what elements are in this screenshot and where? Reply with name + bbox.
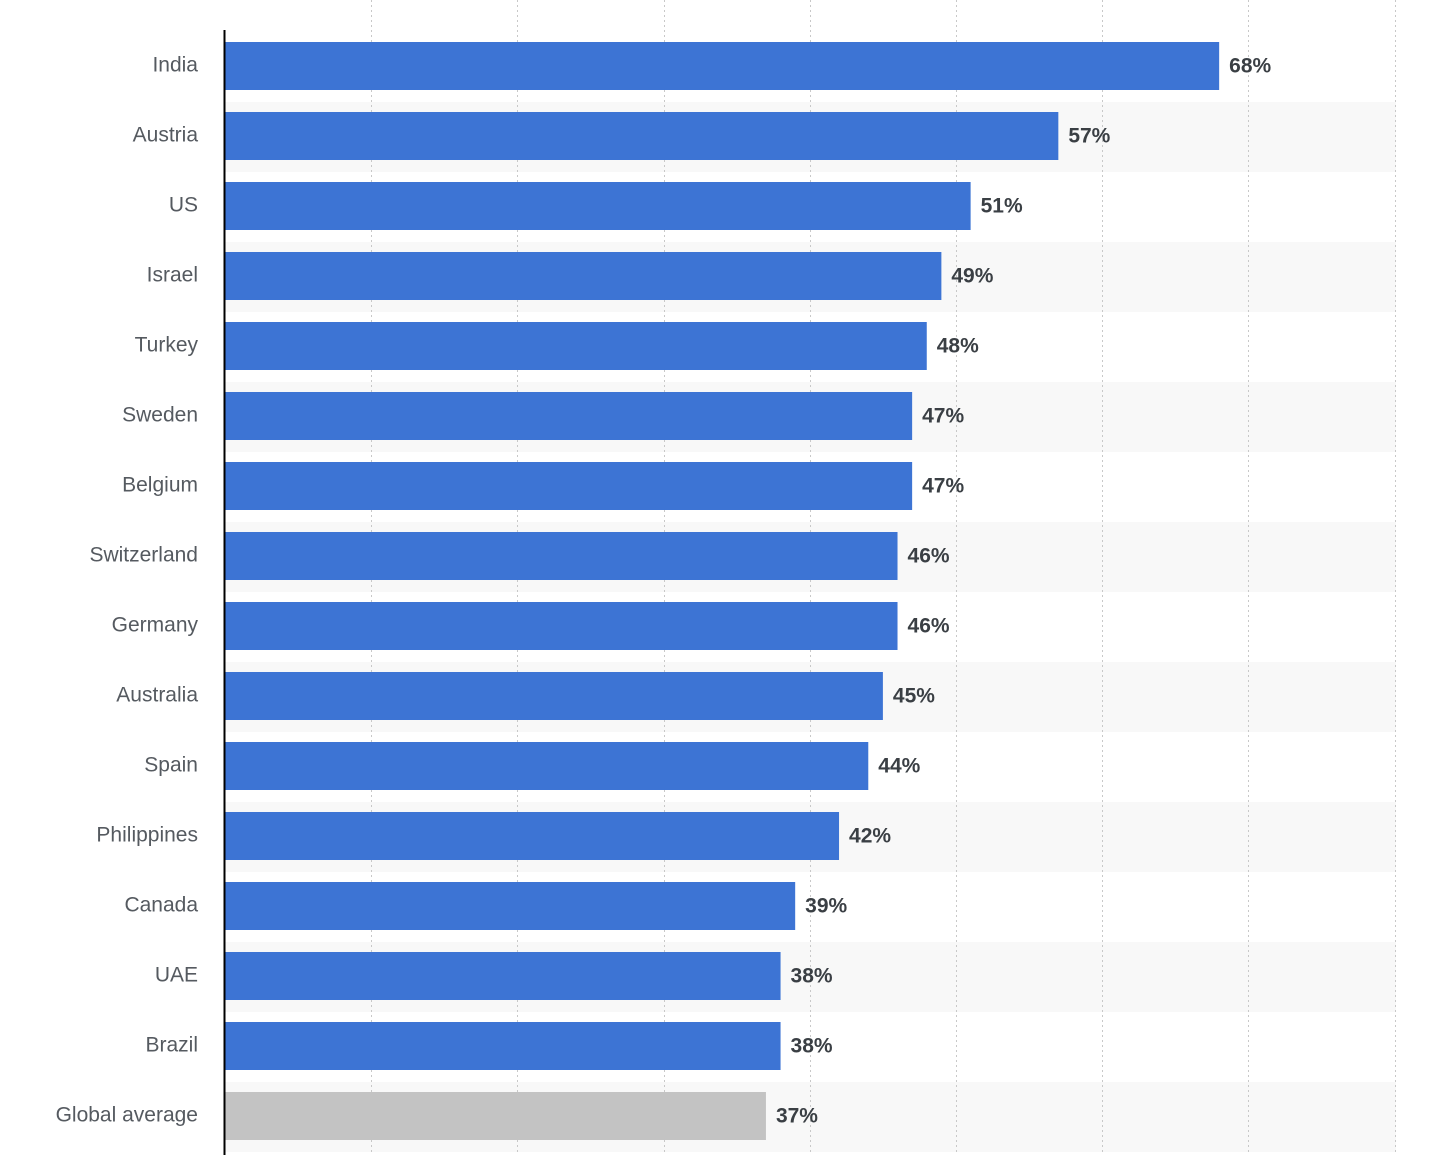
bar-india xyxy=(225,42,1220,90)
value-label: 68% xyxy=(1229,55,1271,78)
category-label: Australia xyxy=(116,684,198,707)
value-label: 44% xyxy=(878,755,920,778)
bar-us xyxy=(225,182,971,230)
bar-switzerland xyxy=(225,532,898,580)
bar-australia xyxy=(225,672,883,720)
category-label: Switzerland xyxy=(89,544,198,567)
value-label: 57% xyxy=(1068,125,1110,148)
bar-israel xyxy=(225,252,942,300)
bar-philippines xyxy=(225,812,840,860)
category-label: Belgium xyxy=(122,474,198,497)
bar-global-average xyxy=(225,1092,766,1140)
category-label: India xyxy=(152,54,198,77)
value-label: 49% xyxy=(951,265,993,288)
value-label: 45% xyxy=(893,685,935,708)
category-label: Israel xyxy=(147,264,198,287)
value-label: 38% xyxy=(791,1035,833,1058)
value-label: 51% xyxy=(981,195,1023,218)
bar-germany xyxy=(225,602,898,650)
bar-sweden xyxy=(225,392,913,440)
bar-spain xyxy=(225,742,869,790)
value-label: 46% xyxy=(908,615,950,638)
value-label: 47% xyxy=(922,475,964,498)
value-label: 38% xyxy=(791,965,833,988)
category-label: Global average xyxy=(56,1104,198,1127)
value-label: 48% xyxy=(937,335,979,358)
category-label: Sweden xyxy=(122,404,198,427)
bar-canada xyxy=(225,882,796,930)
category-label: Brazil xyxy=(145,1034,198,1057)
category-label: Turkey xyxy=(135,334,199,357)
category-label: Austria xyxy=(133,124,199,147)
category-label: Germany xyxy=(112,614,199,637)
category-label: Philippines xyxy=(96,824,198,847)
value-label: 47% xyxy=(922,405,964,428)
value-label: 37% xyxy=(776,1105,818,1128)
bar-belgium xyxy=(225,462,913,510)
value-label: 39% xyxy=(805,895,847,918)
bar-austria xyxy=(225,112,1059,160)
category-label: US xyxy=(169,194,198,217)
category-label: Spain xyxy=(144,754,198,777)
bar-turkey xyxy=(225,322,927,370)
value-label: 42% xyxy=(849,825,891,848)
category-label: Canada xyxy=(124,894,198,917)
bar-uae xyxy=(225,952,781,1000)
category-label: UAE xyxy=(155,964,198,987)
bar-brazil xyxy=(225,1022,781,1070)
value-label: 46% xyxy=(908,545,950,568)
